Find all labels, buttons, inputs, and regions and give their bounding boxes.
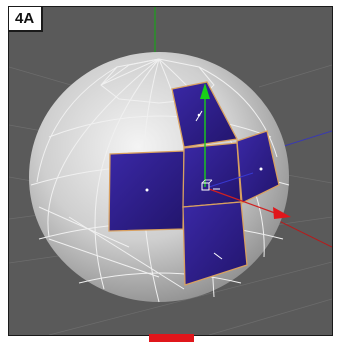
- gizmo-x-arrow-handle[interactable]: [273, 207, 291, 219]
- face-center-markers: [145, 113, 263, 192]
- figure-label: 4A: [9, 7, 44, 32]
- viewport-frame: 4A: [8, 6, 333, 336]
- gizmo-x-axis: [208, 188, 276, 214]
- 3d-viewport[interactable]: [9, 7, 332, 335]
- selected-face-right[interactable]: [236, 130, 280, 205]
- face-normal-ticks: [195, 110, 223, 260]
- timeline-marker: [149, 334, 194, 342]
- selected-faces[interactable]: [108, 81, 280, 286]
- gizmo-z-axis: [208, 172, 254, 188]
- move-gizmo[interactable]: [200, 83, 291, 219]
- gizmo-center-handle[interactable]: [201, 182, 210, 191]
- selected-face-bottom[interactable]: [182, 201, 248, 286]
- gizmo-y-arrow-handle[interactable]: [200, 83, 210, 99]
